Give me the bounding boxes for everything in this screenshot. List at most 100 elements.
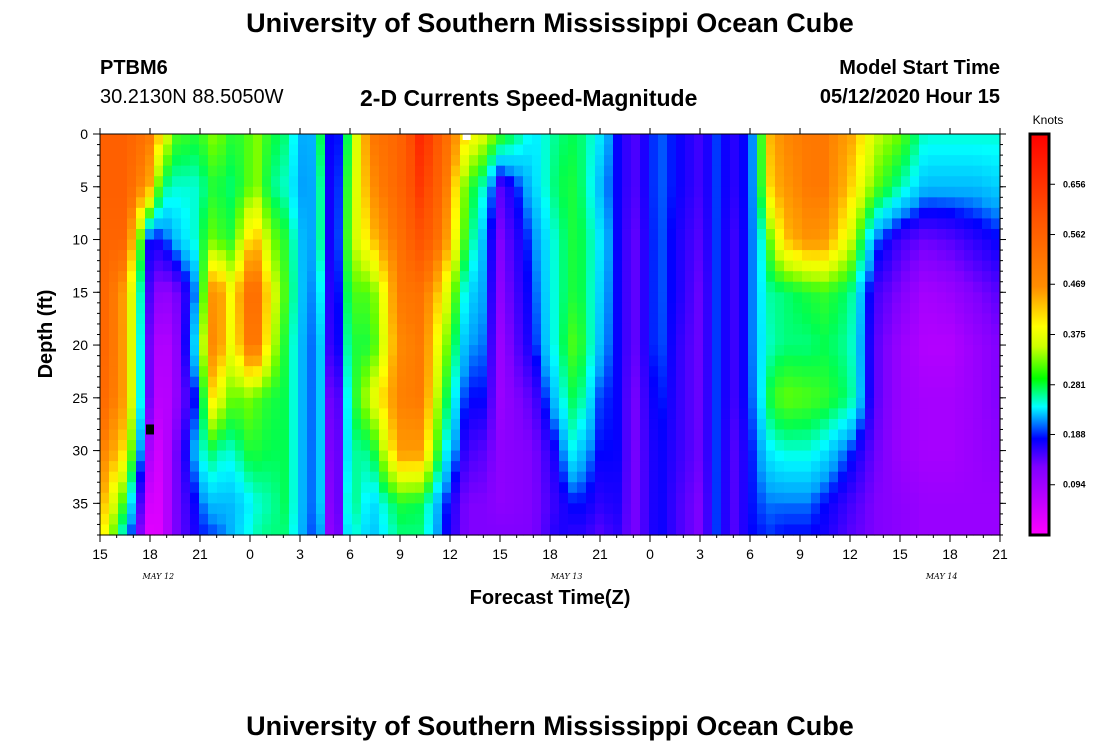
- heatmap-cell: [163, 271, 173, 283]
- heatmap-cell: [127, 345, 137, 357]
- heatmap-cell: [532, 461, 542, 473]
- heatmap-cell: [325, 239, 335, 251]
- heatmap-cell: [316, 260, 326, 272]
- heatmap-cell: [676, 355, 686, 367]
- heatmap-cell: [847, 218, 857, 230]
- heatmap-cell: [622, 355, 632, 367]
- heatmap-cell: [181, 260, 191, 272]
- heatmap-cell: [712, 492, 722, 504]
- heatmap-cell: [667, 250, 677, 262]
- heatmap-cell: [145, 302, 155, 314]
- heatmap-cell: [235, 503, 245, 515]
- heatmap-cell: [622, 461, 632, 473]
- heatmap-cell: [217, 513, 227, 526]
- heatmap-cell: [253, 524, 263, 536]
- heatmap-cell: [100, 408, 110, 420]
- heatmap-cell: [793, 176, 803, 188]
- heatmap-cell: [991, 260, 1001, 272]
- heatmap-cell: [298, 218, 308, 230]
- heatmap-cell: [334, 207, 344, 220]
- heatmap-cell: [136, 503, 146, 515]
- heatmap-cell: [820, 218, 830, 230]
- heatmap-cell: [280, 513, 290, 526]
- heatmap-cell: [721, 387, 731, 399]
- heatmap-cell: [118, 207, 128, 220]
- heatmap-cell: [433, 461, 443, 473]
- heatmap-cell: [388, 440, 398, 452]
- heatmap-cell: [865, 186, 875, 198]
- heatmap-cell: [658, 281, 668, 293]
- heatmap-cell: [631, 450, 641, 462]
- heatmap-cell: [775, 524, 785, 536]
- heatmap-cell: [622, 366, 632, 378]
- heatmap-cell: [307, 418, 317, 431]
- heatmap-cell: [532, 471, 542, 483]
- heatmap-cell: [640, 429, 650, 441]
- heatmap-cell: [829, 144, 839, 156]
- heatmap-cell: [397, 239, 407, 251]
- heatmap-cell: [361, 134, 371, 146]
- heatmap-cell: [163, 408, 173, 420]
- heatmap-cell: [928, 250, 938, 262]
- heatmap-cell: [775, 165, 785, 177]
- heatmap-cell: [190, 302, 200, 314]
- heatmap-cell: [901, 482, 911, 494]
- heatmap-cell: [190, 323, 200, 336]
- heatmap-cell: [514, 387, 524, 399]
- heatmap-cell: [928, 186, 938, 198]
- heatmap-cell: [649, 376, 659, 388]
- heatmap-cell: [856, 218, 866, 230]
- heatmap-cell: [109, 366, 119, 378]
- heatmap-cell: [379, 366, 389, 378]
- heatmap-cell: [307, 334, 317, 346]
- heatmap-cell: [208, 134, 218, 146]
- heatmap-cell: [595, 440, 605, 452]
- heatmap-cell: [523, 503, 533, 515]
- heatmap-cell: [946, 144, 956, 156]
- heatmap-cell: [982, 366, 992, 378]
- heatmap-cell: [163, 165, 173, 177]
- heatmap-cell: [253, 492, 263, 504]
- heatmap-cell: [451, 366, 461, 378]
- heatmap-cell: [640, 218, 650, 230]
- heatmap-cell: [766, 134, 776, 146]
- heatmap-cell: [982, 250, 992, 262]
- heatmap-cell: [442, 197, 452, 209]
- heatmap-cell: [235, 376, 245, 388]
- heatmap-cell: [703, 281, 713, 293]
- heatmap-cell: [955, 387, 965, 399]
- heatmap-cell: [532, 176, 542, 188]
- heatmap-cell: [982, 345, 992, 357]
- heatmap-cell: [577, 334, 587, 346]
- heatmap-cell: [631, 228, 641, 241]
- heatmap-cell: [253, 345, 263, 357]
- heatmap-cell: [883, 503, 893, 515]
- heatmap-cell: [235, 207, 245, 220]
- heatmap-cell: [847, 313, 857, 325]
- heatmap-cell: [280, 492, 290, 504]
- heatmap-cell: [955, 461, 965, 473]
- heatmap-cell: [856, 313, 866, 325]
- heatmap-cell: [154, 503, 164, 515]
- heatmap-cell: [487, 408, 497, 420]
- heatmap-cell: [721, 376, 731, 388]
- heatmap-cell: [802, 418, 812, 431]
- heatmap-cell: [271, 366, 281, 378]
- heatmap-cell: [451, 271, 461, 283]
- heatmap-cell: [622, 492, 632, 504]
- heatmap-cell: [631, 461, 641, 473]
- heatmap-cell: [325, 366, 335, 378]
- heatmap-cell: [721, 450, 731, 462]
- heatmap-cell: [802, 281, 812, 293]
- heatmap-cell: [766, 250, 776, 262]
- heatmap-cell: [244, 271, 254, 283]
- heatmap-cell: [424, 250, 434, 262]
- heatmap-cell: [370, 397, 380, 409]
- heatmap-cell: [523, 292, 533, 304]
- heatmap-cell: [604, 366, 614, 378]
- heatmap-cell: [847, 513, 857, 526]
- heatmap-cell: [793, 471, 803, 483]
- heatmap-cell: [964, 292, 974, 304]
- heatmap-cell: [289, 387, 299, 399]
- heatmap-cell: [604, 134, 614, 146]
